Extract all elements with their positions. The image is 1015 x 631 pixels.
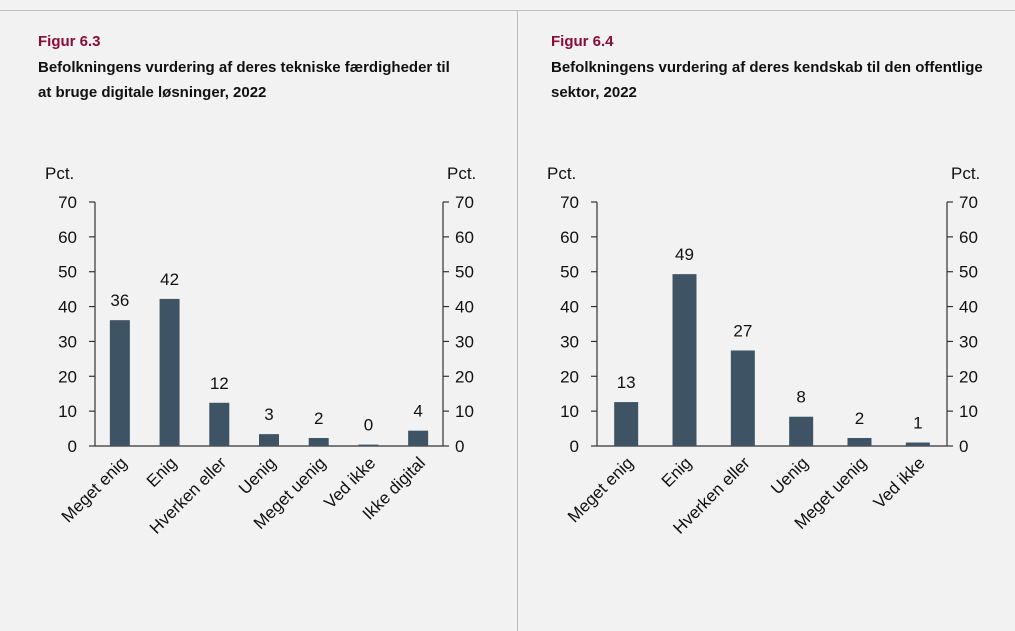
y-tick-label: 40: [58, 298, 77, 317]
y2-axis-label: Pct.: [951, 164, 980, 183]
x-tick-label: Meget enig: [564, 453, 637, 526]
figure-number: Figur 6.3: [38, 33, 101, 50]
data-label: 42: [160, 270, 179, 289]
y-tick-label: 70: [58, 193, 77, 212]
figure-number: Figur 6.4: [551, 33, 614, 50]
data-label: 0: [364, 416, 373, 435]
x-tick-label: Enig: [658, 453, 695, 490]
y2-tick-label: 60: [959, 228, 978, 247]
data-label: 2: [314, 409, 323, 428]
data-label: 3: [264, 405, 273, 424]
y2-tick-label: 50: [959, 263, 978, 282]
y2-tick-label: 0: [959, 437, 968, 456]
y-tick-label: 60: [58, 228, 77, 247]
bar: [672, 274, 697, 446]
y-axis-label: Pct.: [547, 164, 576, 183]
y-tick-label: 70: [560, 193, 579, 212]
x-tick-label: Uenig: [235, 453, 280, 498]
chart-subtitle: Befolkningens vurdering af deres teknisk…: [38, 59, 450, 101]
data-label: 2: [855, 409, 864, 428]
bar: [209, 402, 230, 446]
x-tick-label: Meget enig: [58, 453, 131, 526]
bar: [614, 402, 639, 446]
chart-subtitle: Befolkningens vurdering af deres kendska…: [551, 59, 983, 101]
bar: [358, 444, 379, 446]
y2-tick-label: 40: [455, 298, 474, 317]
y2-axis-label: Pct.: [447, 164, 476, 183]
bar: [730, 350, 755, 446]
y-tick-label: 20: [58, 367, 77, 386]
y2-tick-label: 40: [959, 298, 978, 317]
data-label: 8: [796, 388, 805, 407]
bar: [408, 430, 429, 446]
data-label: 12: [210, 374, 229, 393]
data-label: 4: [413, 402, 422, 421]
x-tick-label: Uenig: [767, 453, 812, 498]
y-tick-label: 30: [560, 332, 579, 351]
bar: [308, 437, 329, 446]
y-tick-label: 50: [560, 263, 579, 282]
data-label: 36: [110, 291, 129, 310]
y2-tick-label: 10: [959, 402, 978, 421]
bar: [905, 442, 930, 446]
y2-tick-label: 50: [455, 263, 474, 282]
y-axis-label: Pct.: [45, 164, 74, 183]
y2-tick-label: 20: [455, 367, 474, 386]
data-label: 27: [733, 321, 752, 340]
bar: [847, 437, 872, 446]
y-tick-label: 40: [560, 298, 579, 317]
y2-tick-label: 30: [959, 332, 978, 351]
y2-tick-label: 70: [455, 193, 474, 212]
y-tick-label: 0: [68, 437, 77, 456]
y-tick-label: 10: [58, 402, 77, 421]
y2-tick-label: 20: [959, 367, 978, 386]
x-tick-label: Enig: [143, 453, 180, 490]
y-tick-label: 30: [58, 332, 77, 351]
y2-tick-label: 70: [959, 193, 978, 212]
y-tick-label: 0: [570, 437, 579, 456]
y-tick-label: 20: [560, 367, 579, 386]
y2-tick-label: 10: [455, 402, 474, 421]
data-label: 49: [675, 245, 694, 264]
bar: [159, 298, 180, 446]
data-label: 1: [913, 414, 922, 433]
panel-divider: [517, 10, 518, 631]
y-tick-label: 10: [560, 402, 579, 421]
y2-tick-label: 0: [455, 437, 464, 456]
y-tick-label: 60: [560, 228, 579, 247]
bar: [259, 434, 279, 446]
top-rule: [0, 10, 1015, 11]
y2-tick-label: 60: [455, 228, 474, 247]
y2-tick-label: 30: [455, 332, 474, 351]
bar: [789, 416, 814, 446]
data-label: 13: [617, 373, 636, 392]
bar: [109, 320, 130, 446]
y-tick-label: 50: [58, 263, 77, 282]
x-tick-label: Ved ikke: [870, 453, 929, 512]
